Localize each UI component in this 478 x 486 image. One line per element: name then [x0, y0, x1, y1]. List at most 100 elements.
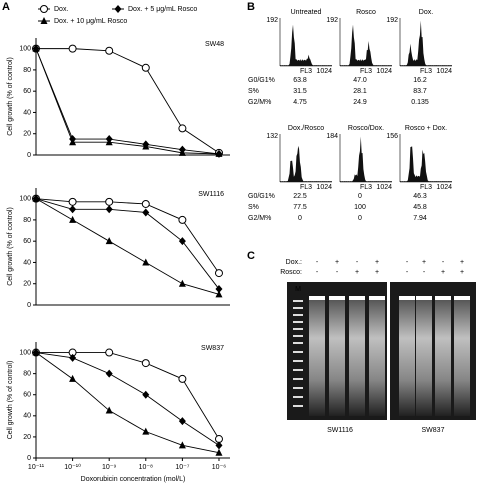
sign: -	[423, 269, 426, 276]
legend-marker	[40, 17, 48, 24]
marker	[178, 148, 186, 156]
chart-label: SW48	[205, 41, 224, 48]
ladder-band	[293, 387, 303, 389]
hist-ymax: 192	[326, 17, 338, 24]
sign: +	[335, 259, 339, 266]
hist-ymax: 156	[386, 133, 398, 140]
marker	[105, 237, 113, 245]
ladder-band	[293, 369, 303, 371]
hist-xmax: 1024	[376, 68, 392, 75]
hist-xlabel: FL3	[300, 184, 312, 191]
cell-value: 16.2	[413, 77, 427, 84]
band	[399, 296, 415, 300]
histogram	[280, 145, 332, 182]
marker	[215, 285, 223, 294]
y-axis-title: Cell growth (% of control)	[7, 57, 14, 136]
ladder-band	[293, 335, 303, 337]
histogram	[280, 24, 332, 66]
y-tick-label: 40	[23, 109, 31, 116]
sign: +	[375, 269, 379, 276]
ladder-band	[293, 351, 303, 353]
chart-label: SW837	[201, 345, 224, 352]
cell-value: 7.94	[413, 215, 427, 222]
row-label: G0/G1%	[248, 77, 275, 84]
row-label: S%	[248, 204, 259, 211]
panel-label: B	[247, 1, 255, 13]
marker	[105, 406, 113, 414]
marker	[32, 194, 40, 202]
marker	[215, 441, 223, 450]
x-tick-label: 10⁻⁹	[102, 464, 116, 471]
legend-marker	[114, 5, 122, 13]
cell-value: 77.5	[293, 204, 307, 211]
legend-label: Dox. + 5 μg/mL Rosco	[128, 6, 197, 13]
ladder-band	[293, 342, 303, 344]
cell-value: 4.75	[293, 99, 307, 106]
sign: +	[422, 259, 426, 266]
series-line	[35, 352, 220, 446]
series-line	[35, 48, 220, 155]
marker	[142, 390, 150, 399]
marker	[215, 290, 223, 298]
hist-xlabel: FL3	[360, 184, 372, 191]
y-tick-label: 20	[23, 131, 31, 138]
cell-value: 28.1	[353, 88, 367, 95]
band	[309, 296, 325, 300]
band	[349, 296, 365, 300]
hist-ymax: 192	[386, 17, 398, 24]
chart-label: SW1116	[198, 191, 224, 198]
marker	[215, 448, 223, 456]
y-axis-title: Cell growth (% of control)	[7, 361, 14, 440]
cell-value: 31.5	[293, 88, 307, 95]
marker	[142, 208, 150, 217]
x-tick-label: 10⁻¹¹	[28, 464, 45, 471]
hist-xlabel: FL3	[300, 68, 312, 75]
marker	[69, 205, 77, 214]
sign: -	[406, 269, 409, 276]
series-line	[36, 48, 220, 154]
lane	[349, 296, 365, 416]
marker	[141, 63, 150, 72]
x-tick-label: 10⁻⁶	[212, 464, 226, 471]
row-label: G2/M%	[248, 215, 271, 222]
hist-title: Rosco + Dox.	[405, 125, 447, 132]
series-line	[35, 198, 220, 290]
lane	[416, 296, 432, 416]
marker	[105, 205, 113, 214]
sign: -	[316, 259, 319, 266]
series-line	[35, 48, 219, 155]
sign: -	[336, 269, 339, 276]
ladder-band	[293, 307, 303, 309]
ladder-band	[293, 328, 303, 330]
sign: +	[460, 259, 464, 266]
marker	[141, 199, 150, 208]
hist-xlabel: FL3	[420, 68, 432, 75]
band	[329, 296, 345, 300]
row-label: G2/M%	[248, 99, 271, 106]
x-tick-label: 10⁻⁷	[175, 464, 189, 471]
row-label: S%	[248, 88, 259, 95]
y-tick-label: 60	[23, 392, 31, 399]
y-tick-label: 40	[23, 413, 31, 420]
marker	[69, 353, 77, 362]
marker	[32, 44, 40, 52]
series-line	[36, 352, 220, 440]
sign: +	[355, 269, 359, 276]
marker	[105, 138, 113, 146]
marker	[215, 149, 223, 157]
cell-value: 0.135	[411, 99, 429, 106]
row-label: Dox.:	[286, 259, 302, 266]
marker	[178, 374, 187, 383]
legend-marker	[40, 5, 48, 13]
marker	[105, 369, 113, 378]
hist-ymax: 132	[266, 133, 278, 140]
band	[454, 296, 470, 300]
ladder-band	[293, 405, 303, 407]
cell-value: 46.3	[413, 193, 427, 200]
marker	[105, 348, 114, 357]
band	[435, 296, 451, 300]
hist-xmax: 1024	[316, 184, 332, 191]
gel-label: SW1116	[327, 427, 353, 434]
panel-label: C	[247, 250, 255, 262]
series-line	[35, 198, 220, 295]
